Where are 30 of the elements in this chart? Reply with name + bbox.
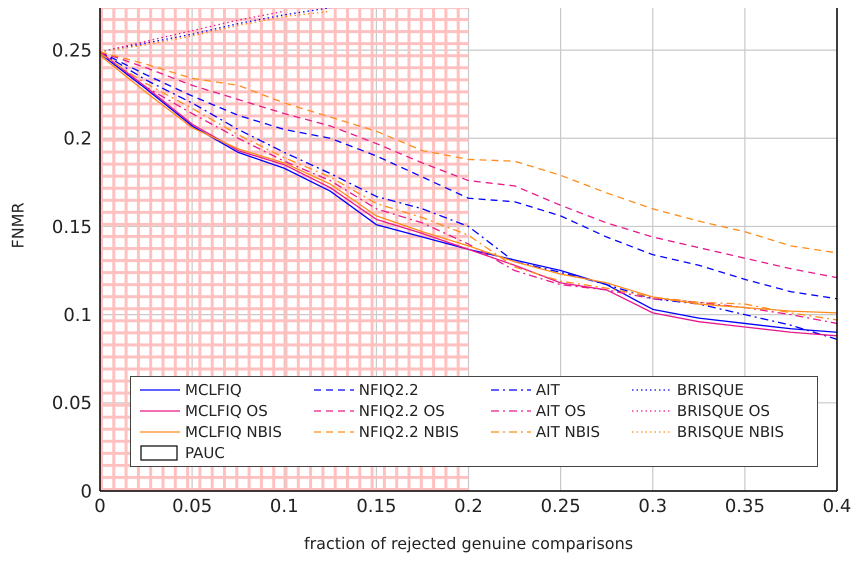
- legend-label: NFIQ2.2 NBIS: [358, 423, 459, 441]
- y-tick-label: 0: [80, 481, 92, 502]
- x-axis-title: fraction of rejected genuine comparisons: [304, 534, 634, 553]
- legend-label: BRISQUE OS: [676, 402, 770, 420]
- y-tick-label: 0.2: [63, 128, 92, 150]
- legend-label: NFIQ2.2: [358, 381, 419, 399]
- legend-label: AIT OS: [536, 402, 586, 420]
- legend-label: NFIQ2.2 OS: [358, 402, 445, 420]
- x-tick-label: 0.4: [822, 496, 852, 517]
- legend-label: BRISQUE: [676, 381, 744, 399]
- legend-label: MCLFIQ: [185, 381, 242, 399]
- y-tick-label: 0.15: [52, 216, 92, 238]
- x-tick-label: 0.35: [724, 496, 765, 517]
- x-tick-label: 0.3: [638, 496, 668, 517]
- y-axis-title: FNMR: [8, 202, 28, 248]
- y-tick-label: 0.1: [63, 305, 92, 326]
- legend-label: MCLFIQ OS: [185, 402, 268, 420]
- x-tick-label: 0.1: [270, 496, 299, 517]
- y-tick-label: 0.05: [52, 393, 92, 414]
- x-tick-label: 0.2: [454, 496, 483, 517]
- legend-label: BRISQUE NBIS: [676, 423, 784, 441]
- x-tick-label: 0.05: [172, 496, 212, 517]
- band-label: PAUC: [185, 444, 225, 462]
- x-tick-label: 0.15: [356, 496, 396, 517]
- x-tick-label: 0: [94, 496, 106, 517]
- y-tick-label: 0.25: [52, 40, 92, 62]
- legend-label: AIT NBIS: [536, 423, 600, 441]
- legend-label: MCLFIQ NBIS: [185, 423, 282, 441]
- x-tick-label: 0.25: [540, 496, 581, 517]
- legend-label: AIT: [536, 381, 560, 399]
